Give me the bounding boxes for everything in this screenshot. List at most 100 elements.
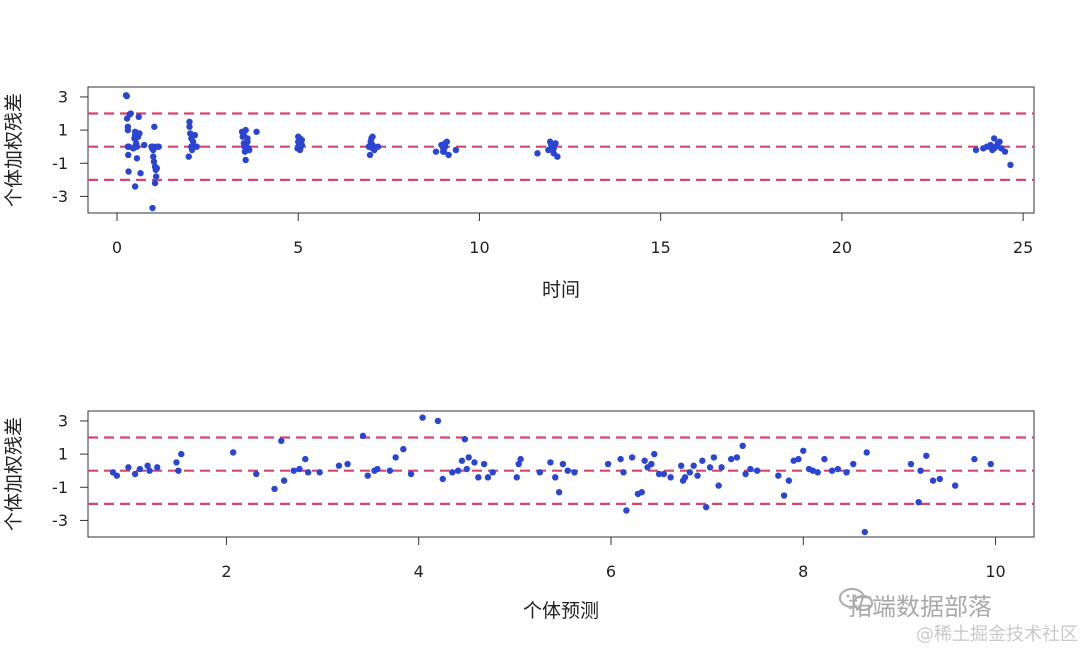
data-point <box>471 459 478 466</box>
data-point <box>454 467 462 474</box>
data-point <box>439 475 446 483</box>
data-point <box>547 459 554 466</box>
data-point <box>790 457 797 464</box>
data-point <box>843 469 850 476</box>
data-point <box>785 477 793 484</box>
data-point <box>374 143 382 150</box>
data-point <box>475 474 482 481</box>
data-point <box>715 482 722 489</box>
data-point <box>534 150 541 157</box>
data-point <box>369 145 376 152</box>
data-point <box>834 465 842 473</box>
data-point <box>441 143 449 150</box>
data-point <box>686 469 694 476</box>
data-point <box>559 460 567 468</box>
data-point <box>681 474 689 481</box>
data-point <box>242 126 249 134</box>
data-point <box>548 141 555 149</box>
data-point <box>677 462 685 469</box>
data-point <box>140 141 148 149</box>
data-point <box>366 151 374 159</box>
data-point <box>123 92 130 100</box>
x-axis-label: 个体预测 <box>523 600 599 622</box>
data-point <box>951 482 959 489</box>
data-point <box>651 450 658 458</box>
data-point <box>185 153 192 160</box>
data-point <box>623 507 630 514</box>
data-point <box>706 464 714 471</box>
wechat-icon <box>838 587 874 612</box>
data-point <box>917 467 924 474</box>
x-tick-label: 25 <box>1013 238 1033 257</box>
data-point <box>850 460 857 468</box>
data-point <box>996 138 1003 145</box>
data-point <box>990 135 998 142</box>
data-point <box>936 475 943 483</box>
data-point <box>298 136 306 144</box>
data-point <box>253 470 260 478</box>
data-point <box>151 179 159 187</box>
data-point <box>463 465 470 473</box>
data-point <box>386 467 394 474</box>
data-point <box>434 417 442 425</box>
data-point <box>987 460 994 468</box>
data-point <box>374 465 381 473</box>
data-point <box>150 158 158 165</box>
data-point <box>555 489 563 496</box>
data-point <box>465 454 472 461</box>
data-point <box>400 445 407 453</box>
data-point <box>296 465 303 473</box>
data-point <box>923 452 930 459</box>
data-point <box>131 470 139 478</box>
x-tick-label: 20 <box>832 238 852 257</box>
x-tick-label: 2 <box>221 562 231 581</box>
data-point <box>278 437 285 445</box>
data-point <box>302 455 309 463</box>
data-point <box>775 472 782 479</box>
watermark-brand: 拓端数据部落 <box>848 593 992 621</box>
data-point <box>690 462 697 469</box>
data-point <box>452 146 460 154</box>
data-point <box>280 477 288 484</box>
data-point <box>253 128 260 135</box>
data-point <box>290 467 297 474</box>
data-point <box>271 485 278 493</box>
data-point <box>515 460 522 468</box>
y-tick-label: 1 <box>58 445 68 464</box>
data-point <box>131 143 139 150</box>
data-point <box>694 472 701 479</box>
data-point <box>193 143 200 150</box>
data-point <box>727 455 735 463</box>
data-point <box>552 474 559 481</box>
data-point <box>814 469 821 476</box>
data-point <box>828 467 836 474</box>
data-point <box>125 168 132 175</box>
plot-frame <box>87 86 1035 214</box>
data-point <box>304 469 312 476</box>
data-point <box>620 469 627 476</box>
data-point <box>178 450 185 458</box>
data-point <box>316 469 323 476</box>
data-point <box>809 467 817 474</box>
watermark-site: @稀土掘金技术社区 <box>916 624 1078 645</box>
y-tick-label: -1 <box>52 478 68 497</box>
data-point <box>915 498 922 506</box>
data-point <box>617 455 624 463</box>
data-point <box>972 146 980 154</box>
data-point <box>513 474 520 481</box>
data-point <box>443 138 451 145</box>
data-point <box>863 449 870 456</box>
data-point <box>458 457 466 464</box>
data-point <box>135 113 142 121</box>
data-point <box>127 110 134 117</box>
data-point <box>295 143 302 150</box>
data-point <box>344 460 351 468</box>
data-point <box>929 477 937 484</box>
data-point <box>335 462 343 469</box>
data-point <box>124 126 132 134</box>
data-point <box>146 467 153 474</box>
data-point <box>604 460 612 468</box>
residual-vs-prediction-panel: 2 4 6 8 10 -3 -1 1 3 个体预测 个体加权残差 <box>3 410 1035 622</box>
data-point <box>175 467 182 474</box>
